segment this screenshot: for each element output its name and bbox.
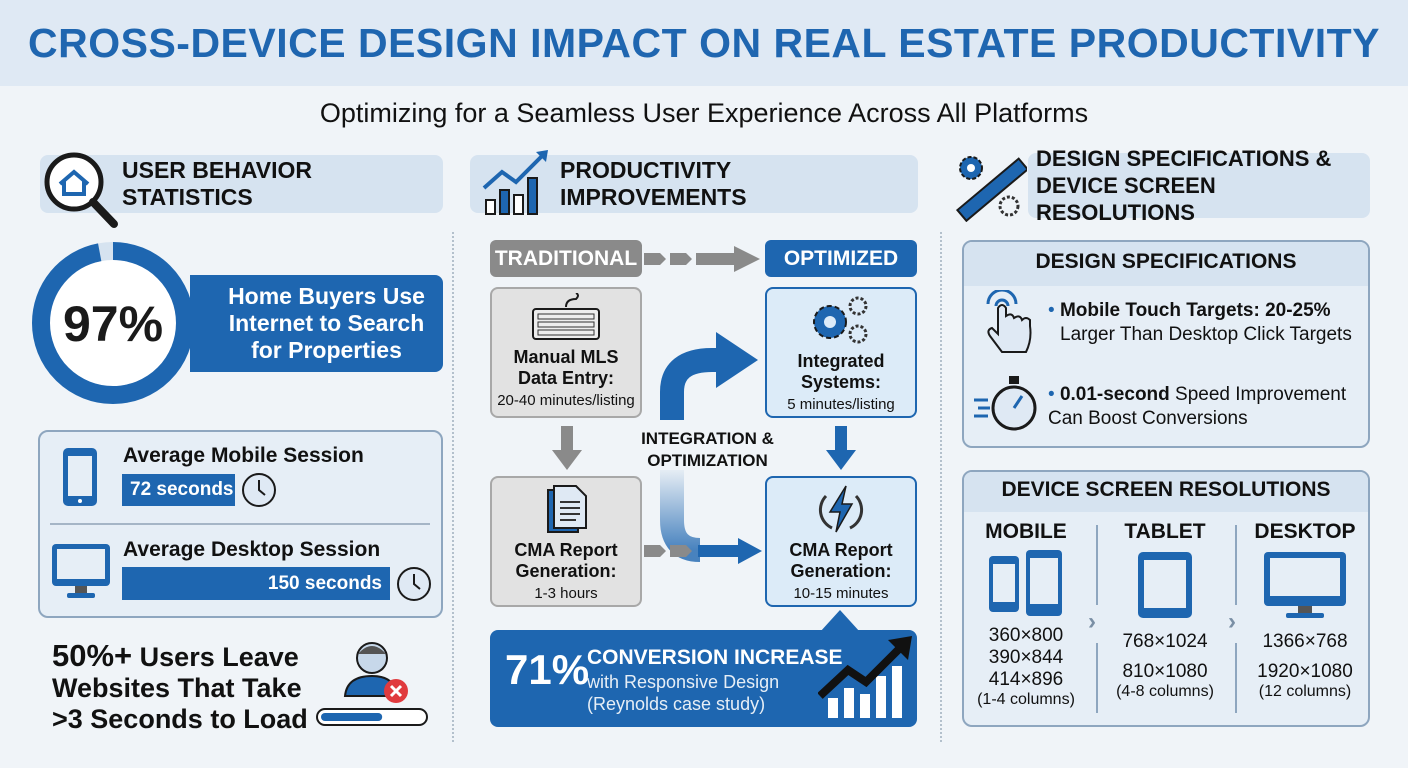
donut-value: 97% — [62, 296, 164, 352]
box-subtitle: 10-15 minutes — [793, 585, 889, 602]
stopwatch-icon — [974, 376, 1037, 431]
resolution: 414×896 — [988, 669, 1064, 690]
resolution: 1920×1080 — [1257, 661, 1353, 682]
tablet-resolutions: TABLET 768×1024 810×1080 (4-8 columns) — [1100, 520, 1230, 701]
touch-hand-icon — [986, 290, 1032, 353]
conversion-source: (Reynolds case study) — [587, 694, 766, 714]
load-progress-fill — [321, 713, 383, 721]
gear-ruler-icon — [955, 156, 1027, 222]
page-title: CROSS-DEVICE DESIGN IMPACT ON REAL ESTAT… — [27, 19, 1380, 66]
traditional-label: TRADITIONAL — [490, 240, 642, 277]
section-title: PRODUCTIVITY IMPROVEMENTS — [560, 157, 747, 210]
user-leaving-icon — [316, 642, 428, 726]
bounce-value: 50%+ — [52, 638, 133, 673]
box-title: CMA Report Generation: — [789, 540, 893, 581]
desktop-monitor-icon — [1264, 552, 1346, 618]
resolution: 768×1024 — [1122, 631, 1208, 652]
columns-note: (12 columns) — [1258, 683, 1352, 700]
desktop-session-label: Average Desktop Session — [123, 538, 381, 561]
conversion-title: CONVERSION INCREASE — [587, 646, 843, 669]
device-label: DESKTOP — [1254, 520, 1356, 543]
mobile-resolutions: MOBILE 360×800 390×844 414×896 (1-4 colu… — [961, 520, 1091, 709]
trending-up-chart-icon — [818, 636, 912, 718]
smartphone-icon — [63, 448, 97, 506]
device-label: TABLET — [1124, 520, 1206, 543]
resolutions-title: DEVICE SCREEN RESOLUTIONS — [1001, 478, 1331, 501]
house-magnifier-icon — [44, 152, 118, 228]
conversion-subtitle: with Responsive Design — [587, 672, 780, 692]
gears-icon — [813, 296, 868, 344]
spec-speed: • 0.01-second Speed Improvement Can Boos… — [1048, 384, 1347, 429]
clock-icon — [242, 473, 276, 507]
divider — [1235, 525, 1237, 605]
document-icon — [547, 485, 587, 533]
box-title: Integrated Systems: — [797, 351, 885, 392]
spec-touch-targets: • Mobile Touch Targets: 20-25% Larger Tha… — [1048, 300, 1352, 345]
section-title: DESIGN SPECIFICATIONS & DEVICE SCREEN RE… — [1036, 146, 1332, 225]
conversion-value: 71% — [505, 646, 590, 693]
optimized-integrated-box: Integrated Systems: 5 minutes/listing — [765, 287, 917, 418]
resolution: 390×844 — [988, 647, 1064, 668]
spec-text: Larger Than Desktop Click Targets — [1060, 324, 1352, 345]
box-title: Manual MLS Data Entry: — [513, 347, 619, 388]
title-banner: CROSS-DEVICE DESIGN IMPACT ON REAL ESTAT… — [0, 0, 1408, 86]
arrow-right-icon — [644, 246, 760, 272]
arrow-down-icon — [826, 426, 856, 470]
spec-strong: Mobile Touch Targets: 20-25% — [1059, 300, 1331, 321]
column-divider — [940, 232, 942, 742]
desktop-resolutions: DESKTOP 1366×768 1920×1080 (12 columns) — [1240, 520, 1370, 701]
design-specs-title: DESIGN SPECIFICATIONS — [1035, 250, 1297, 273]
callout-pointer — [820, 610, 860, 632]
donut-label: Home Buyers Use Internet to Search for P… — [190, 275, 443, 372]
column-divider — [452, 232, 454, 742]
desktop-session-bar: 150 seconds — [122, 567, 390, 600]
arrow-down-icon — [552, 426, 582, 470]
spec-strong: 0.01-second — [1059, 384, 1170, 405]
user-behavior-header: USER BEHAVIOR STATISTICS — [40, 155, 443, 213]
divider — [50, 523, 430, 525]
design-header: DESIGN SPECIFICATIONS & DEVICE SCREEN RE… — [1028, 146, 1370, 225]
donut-97-percent — [32, 242, 194, 404]
subtitle: Optimizing for a Seamless User Experienc… — [319, 98, 1089, 128]
chevron-right-icon: › — [1088, 608, 1096, 635]
resolution: 360×800 — [988, 625, 1064, 646]
resolution: 810×1080 — [1122, 661, 1208, 682]
donut-fill — [32, 242, 194, 404]
bounce-stat: 50%+ Users Leave Websites That Take >3 S… — [52, 640, 312, 735]
box-subtitle: 1-3 hours — [534, 585, 598, 602]
optimized-label: OPTIMIZED — [765, 240, 917, 277]
box-subtitle: 20-40 minutes/listing — [497, 392, 635, 409]
productivity-header: PRODUCTIVITY IMPROVEMENTS — [470, 155, 918, 213]
mobile-session-label: Average Mobile Session — [123, 444, 364, 467]
integration-curved-arrow — [660, 332, 758, 562]
clock-icon — [397, 567, 431, 601]
smartphones-icon — [989, 550, 1062, 616]
spec-text: Speed Improvement Can Boost Conversions — [1048, 384, 1347, 429]
integration-label: INTEGRATION & OPTIMIZATION — [641, 429, 774, 470]
growth-chart-icon — [482, 150, 548, 215]
section-title: USER BEHAVIOR STATISTICS — [122, 157, 312, 210]
resolution: 1366×768 — [1262, 631, 1348, 652]
arrow-right-icon — [644, 538, 762, 564]
chevron-right-icon: › — [1228, 608, 1236, 635]
columns-note: (4-8 columns) — [1116, 683, 1214, 700]
keyboard-icon — [532, 293, 600, 340]
columns-note: (1-4 columns) — [977, 691, 1075, 708]
mobile-session-bar: 72 seconds — [122, 474, 235, 506]
divider — [1096, 525, 1098, 605]
box-subtitle: 5 minutes/listing — [787, 396, 895, 413]
bounce-text: Users Leave Websites That Take >3 Second… — [52, 642, 308, 734]
desktop-monitor-icon — [52, 544, 110, 598]
divider — [1235, 643, 1237, 713]
lightning-icon — [818, 485, 864, 533]
divider — [1096, 643, 1098, 713]
tablet-icon — [1138, 552, 1192, 618]
box-title: CMA Report Generation: — [514, 540, 618, 581]
device-label: MOBILE — [985, 520, 1067, 543]
